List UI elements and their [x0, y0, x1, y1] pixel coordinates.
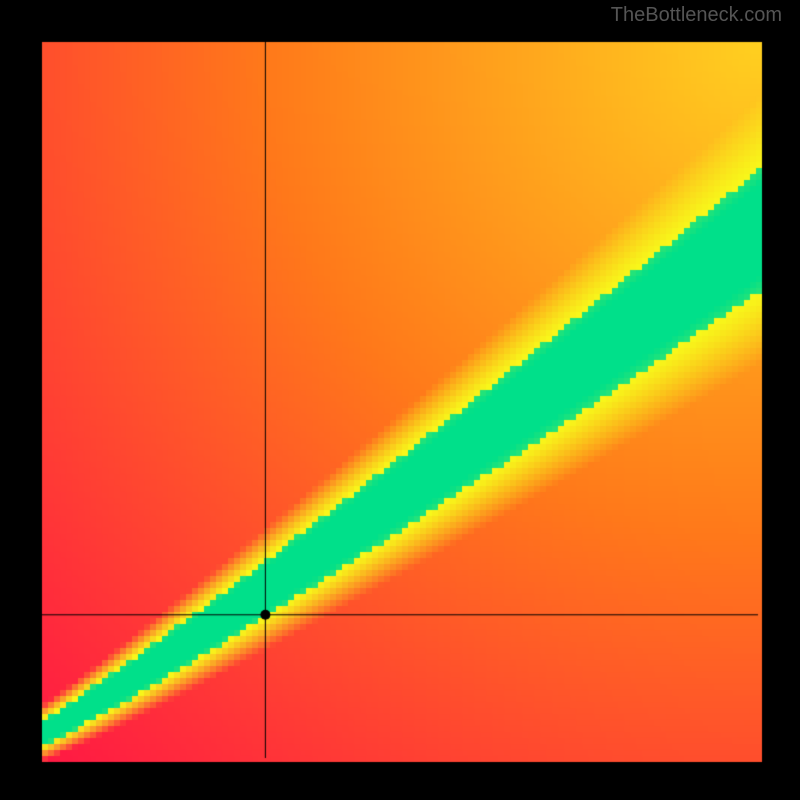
- watermark-text: TheBottleneck.com: [611, 4, 782, 27]
- bottleneck-heatmap-canvas: [0, 0, 800, 800]
- chart-container: TheBottleneck.com: [0, 0, 800, 800]
